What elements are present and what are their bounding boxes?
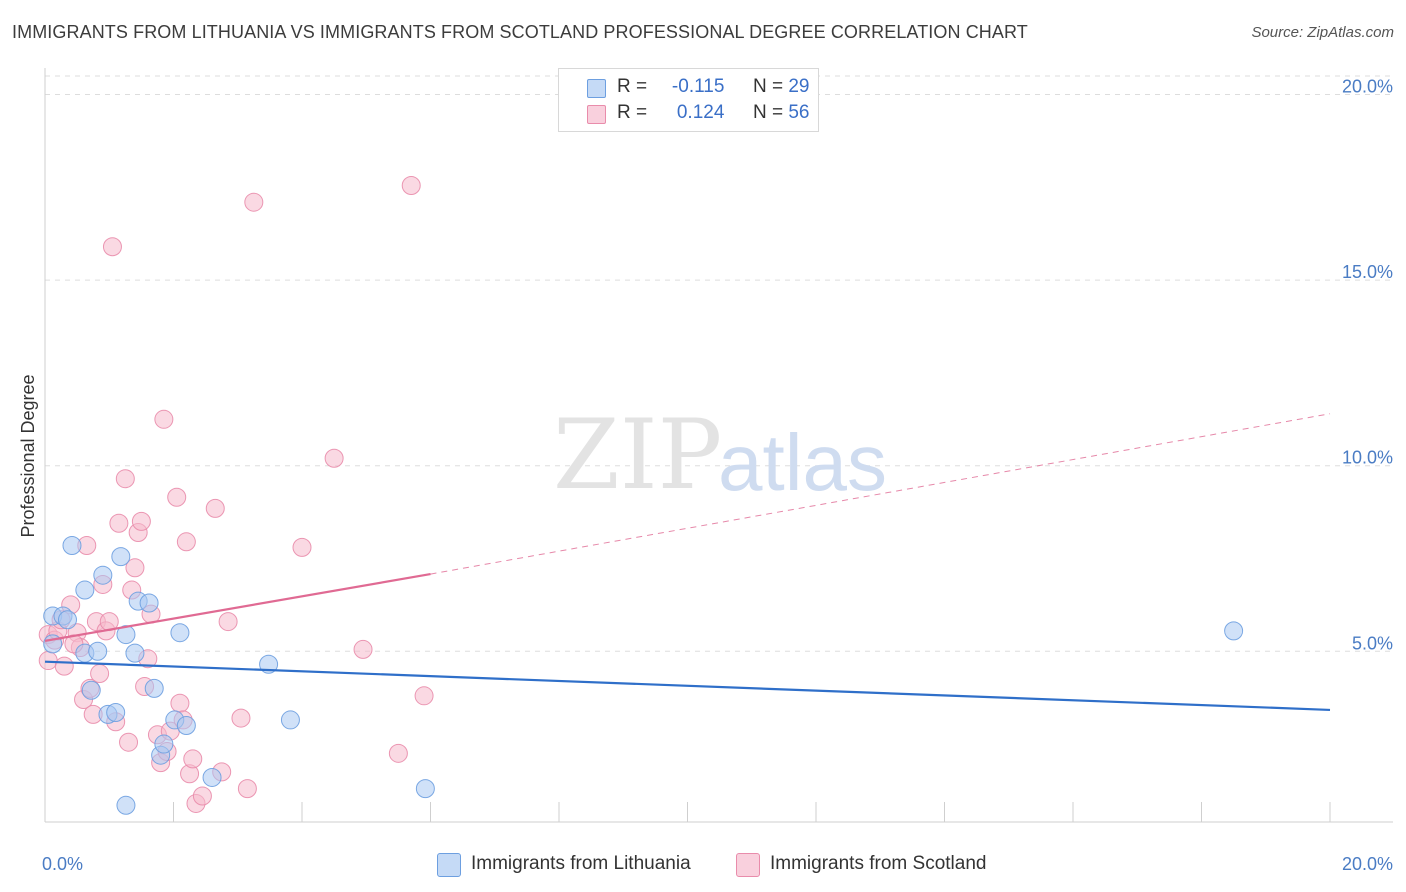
lithuania-point — [1224, 621, 1244, 641]
scotland-point — [244, 192, 264, 212]
scotland-point — [90, 664, 110, 684]
legend-r-value-scotland: 0.124 — [676, 102, 725, 123]
y-tick-label: 5.0% — [1352, 633, 1393, 653]
lithuania-point — [415, 779, 435, 799]
y-tick-label: 15.0% — [1342, 262, 1393, 282]
trend-layer — [44, 413, 1331, 712]
y-tick-label: 10.0% — [1342, 448, 1393, 468]
scotland-point — [109, 513, 129, 533]
legend-swatch-lithuania — [587, 79, 606, 98]
stats-legend: R = -0.115 N = 29 R = 0.124 N = 56 — [558, 68, 819, 132]
lithuania-point — [202, 767, 222, 787]
legend-r-label: R = — [617, 102, 648, 123]
legend-swatch-scotland — [587, 105, 606, 124]
scotland-point — [170, 693, 190, 713]
series-legend-label-scotland: Immigrants from Scotland — [770, 853, 987, 874]
chart-title: IMMIGRANTS FROM LITHUANIA VS IMMIGRANTS … — [12, 22, 1028, 42]
lithuania-point — [116, 795, 136, 815]
lithuania-point — [154, 734, 174, 754]
series-legend-swatch-lithuania — [437, 853, 461, 877]
lithuania-point — [88, 641, 108, 661]
lithuania-point — [144, 678, 164, 698]
scotland-point — [414, 686, 434, 706]
watermark-zip: ZIP — [553, 399, 722, 511]
scotland-point — [353, 639, 373, 659]
lithuania-point — [176, 716, 196, 736]
scotland-point — [54, 656, 74, 676]
x-tick-label: 20.0% — [1342, 854, 1393, 874]
scotland-point — [154, 409, 174, 429]
source-credit: Source: ZipAtlas.com — [1251, 24, 1394, 41]
scotland-point — [176, 532, 196, 552]
scotland-point — [115, 469, 135, 489]
lithuania-point — [259, 654, 279, 674]
legend-n-label: N = — [752, 102, 784, 123]
axis-layer: 5.0% 10.0% 15.0% 20.0% 0.0% 20.0% — [42, 68, 1393, 874]
series-legend-label-lithuania: Immigrants from Lithuania — [471, 853, 691, 874]
series-legend-swatch-scotland — [736, 853, 760, 877]
watermark-atlas: atlas — [718, 418, 887, 507]
lithuania-trend-line — [44, 660, 1331, 712]
legend-n-value-lithuania: 29 — [788, 76, 810, 97]
legend-r-label: R = — [617, 76, 648, 97]
y-tick-label: 20.0% — [1342, 77, 1393, 97]
scotland-point — [125, 558, 145, 578]
points-layer — [38, 175, 1244, 815]
scotland-point — [237, 779, 257, 799]
legend-r-value-lithuania: -0.115 — [671, 76, 725, 97]
lithuania-point — [111, 547, 131, 567]
grid-layer — [45, 75, 1393, 652]
lithuania-point — [125, 643, 145, 663]
lithuania-point — [116, 625, 136, 645]
scotland-point — [231, 708, 251, 728]
lithuania-point — [139, 593, 159, 613]
scotland-point — [401, 175, 421, 195]
scotland-point — [218, 612, 238, 632]
scotland-point — [192, 786, 212, 806]
lithuania-point — [75, 580, 95, 600]
scotland-point — [119, 732, 139, 752]
x-tick-label: 0.0% — [42, 854, 83, 874]
scotland-point — [167, 487, 187, 507]
scotland-point — [183, 749, 203, 769]
lithuania-point — [280, 710, 300, 730]
legend-n-value-scotland: 56 — [788, 102, 810, 123]
scotland-point — [38, 651, 58, 671]
scotland-trend-line — [44, 572, 431, 642]
lithuania-point — [93, 565, 113, 585]
scotland-point — [131, 511, 151, 531]
scotland-point — [388, 743, 408, 763]
legend-n-label: N = — [752, 76, 784, 97]
lithuania-point — [81, 680, 101, 700]
y-axis-label: Professional Degree — [18, 374, 38, 537]
scotland-point — [205, 498, 225, 518]
lithuania-point — [57, 610, 77, 630]
series-legend: Immigrants from Lithuania Immigrants fro… — [0, 852, 1406, 877]
scotland-point — [324, 448, 344, 468]
lithuania-point — [106, 703, 126, 723]
scotland-point — [102, 237, 122, 257]
scotland-trend-extension — [430, 413, 1331, 575]
lithuania-point — [62, 535, 82, 555]
lithuania-point — [170, 623, 190, 643]
scotland-point — [292, 537, 312, 557]
